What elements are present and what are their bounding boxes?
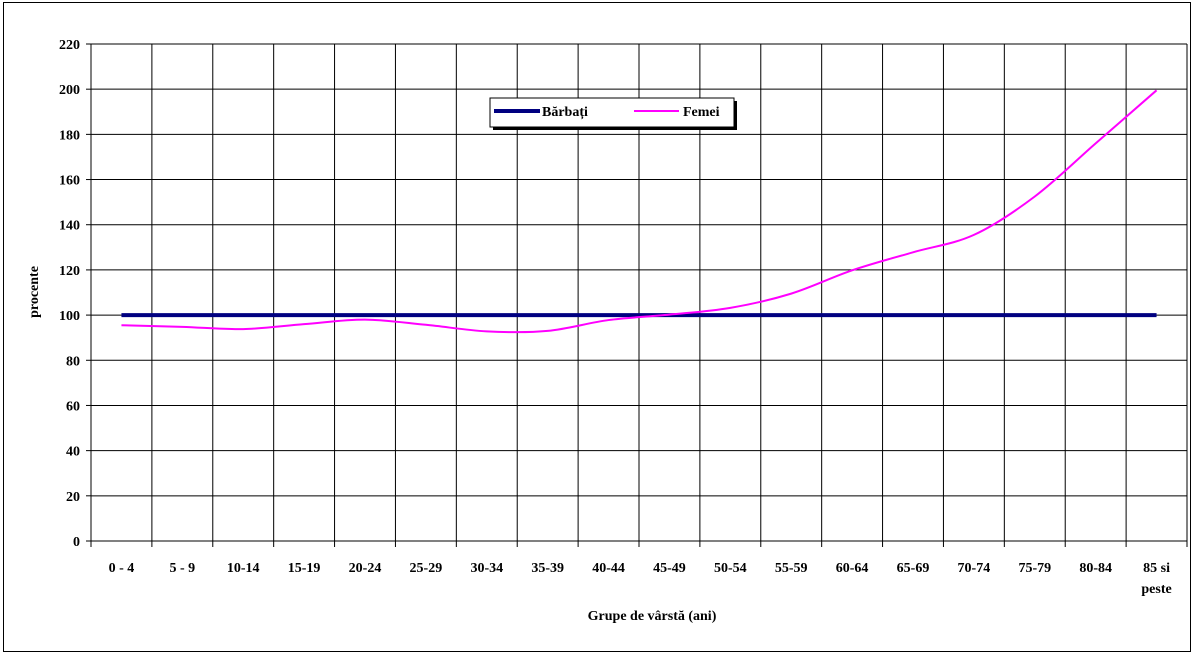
x-tick-label: 30-34 — [470, 561, 503, 576]
x-tick-label: 5 - 9 — [169, 561, 195, 576]
y-axis-title: procente — [27, 266, 42, 318]
y-tick-label: 60 — [66, 399, 80, 414]
y-tick-label: 0 — [73, 535, 80, 550]
x-tick-label: 15-19 — [288, 561, 321, 576]
x-tick-label: 25-29 — [410, 561, 443, 576]
y-tick-label: 220 — [59, 38, 80, 53]
x-tick-label: 80-84 — [1079, 561, 1112, 576]
legend: Bărbați Femei — [489, 97, 737, 130]
x-tick-label-line: peste — [1141, 582, 1171, 597]
x-tick-label: 45-49 — [653, 561, 686, 576]
x-axis-title: Grupe de vârstă (ani) — [588, 609, 717, 624]
x-tick-label: 85 si peste — [1141, 561, 1171, 597]
x-tick-label: 20-24 — [349, 561, 382, 576]
series-lines — [121, 89, 1158, 334]
y-tick-label: 100 — [59, 309, 80, 324]
x-tick-label: 70-74 — [958, 561, 991, 576]
y-tick-label: 180 — [59, 128, 80, 143]
x-tick-label: 0 - 4 — [109, 561, 135, 576]
x-tick-label-line: 85 si — [1143, 561, 1170, 576]
legend-label-barbati: Bărbați — [542, 105, 588, 120]
y-tick-label: 140 — [59, 219, 80, 234]
y-tick-label: 40 — [66, 445, 80, 460]
x-tick-label: 55-59 — [775, 561, 808, 576]
x-tick-label: 10-14 — [227, 561, 260, 576]
series-line-femei — [121, 89, 1158, 334]
y-tick-label: 80 — [66, 354, 80, 369]
x-tick-label: 35-39 — [531, 561, 564, 576]
x-tick-label: 60-64 — [836, 561, 869, 576]
legend-label-femei: Femei — [683, 105, 720, 120]
x-tick-label: 65-69 — [897, 561, 930, 576]
axes — [86, 43, 1188, 547]
x-tick-label: 50-54 — [714, 561, 747, 576]
tick-labels: 0 20 40 60 80 100 120 140 160 180 200 220 0 - 4 5 - 9… — [59, 38, 1172, 597]
x-tick-label: 40-44 — [592, 561, 625, 576]
y-tick-label: 200 — [59, 83, 80, 98]
y-tick-label: 120 — [59, 264, 80, 279]
x-tick-label: 75-79 — [1018, 561, 1051, 576]
y-tick-label: 20 — [66, 490, 80, 505]
y-tick-label: 160 — [59, 174, 80, 189]
